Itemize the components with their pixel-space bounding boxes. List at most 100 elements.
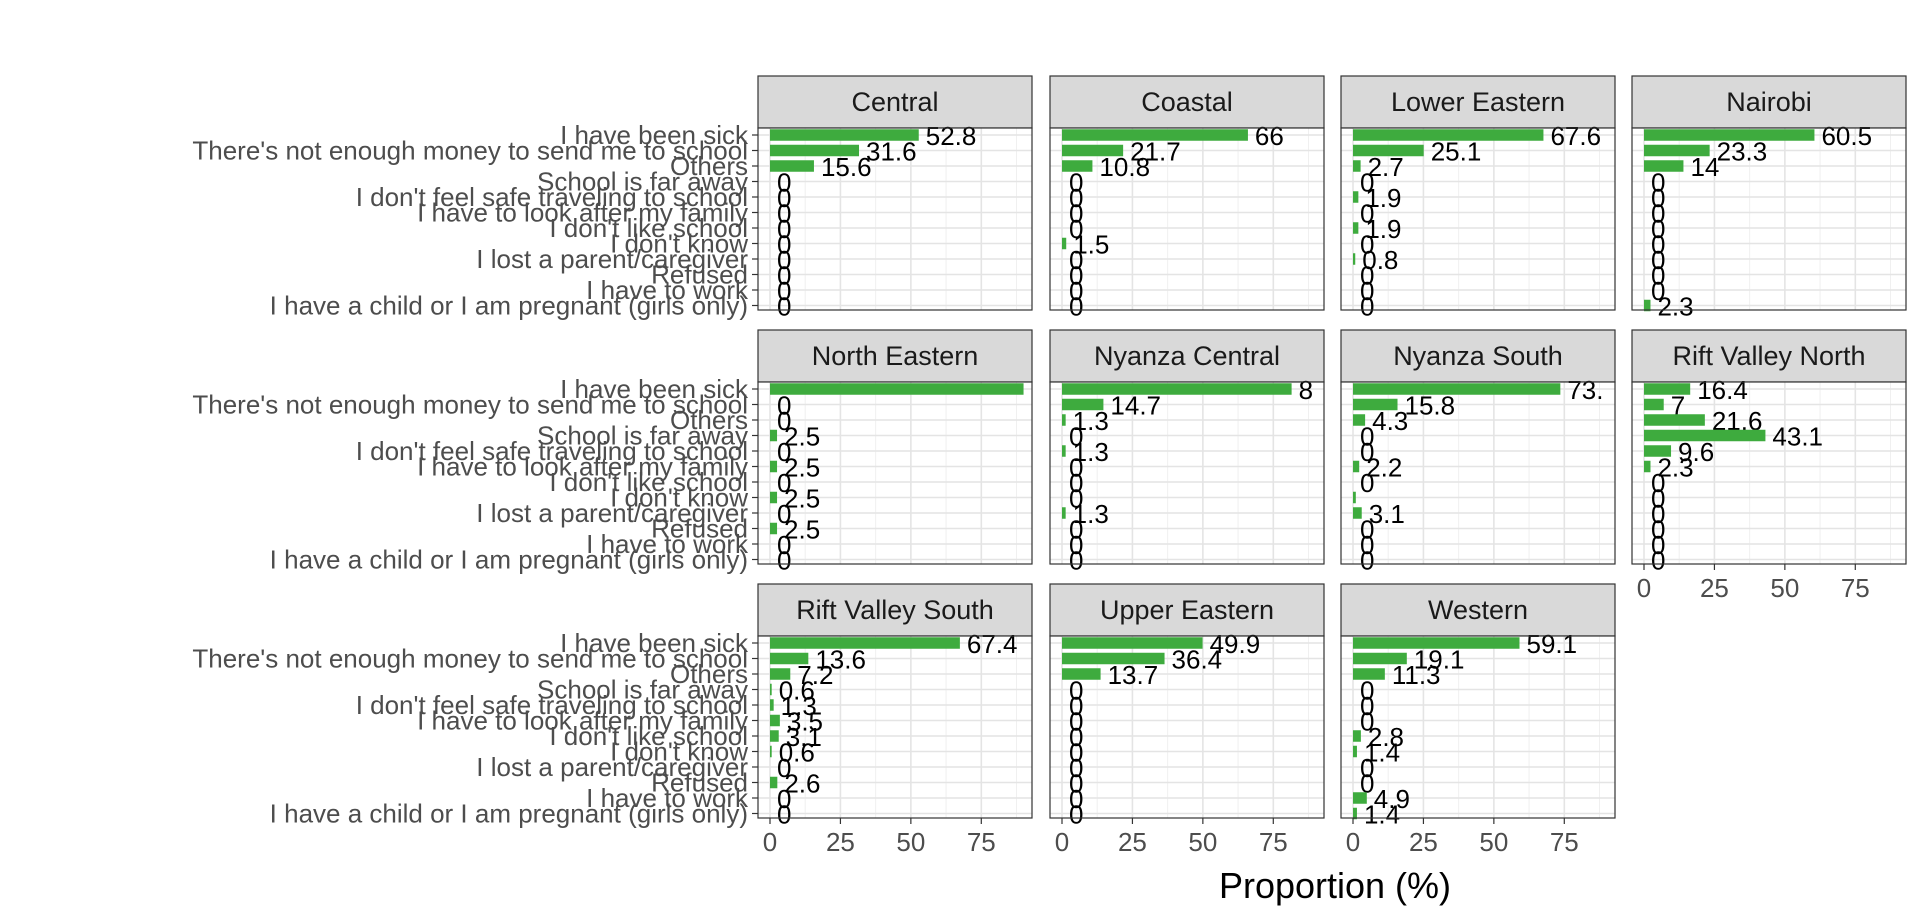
data-label: 0 bbox=[1651, 499, 1665, 529]
x-tick-label: 0 bbox=[1637, 573, 1651, 603]
x-tick-label: 50 bbox=[1188, 827, 1217, 857]
y-tick-label: I don't know bbox=[610, 737, 748, 767]
data-label: 0 bbox=[1651, 183, 1665, 213]
bar bbox=[770, 745, 772, 758]
x-tick-label: 25 bbox=[1409, 827, 1438, 857]
data-label: 7 bbox=[1671, 391, 1685, 421]
y-tick-label: I have a child or I am pregnant (girls o… bbox=[270, 799, 748, 829]
data-label: 49.9 bbox=[1210, 629, 1261, 659]
panel-background bbox=[1050, 128, 1324, 310]
data-label: 0 bbox=[1069, 484, 1083, 514]
panel-border bbox=[757, 635, 1033, 819]
data-label: 0 bbox=[1360, 168, 1374, 198]
data-label: 2.5 bbox=[784, 422, 820, 452]
y-tick-label: I have to work bbox=[586, 783, 749, 813]
data-label: 0 bbox=[1360, 422, 1374, 452]
y-tick-label: I don't feel safe traveling to school bbox=[356, 436, 748, 466]
bar bbox=[1353, 745, 1357, 758]
bar bbox=[1353, 191, 1359, 203]
panel-border bbox=[1049, 635, 1325, 819]
panel-background bbox=[1341, 636, 1615, 818]
y-tick-label: Refused bbox=[651, 768, 748, 798]
bar bbox=[1062, 144, 1124, 157]
bar bbox=[770, 637, 960, 649]
bar bbox=[1353, 652, 1407, 665]
panel-border bbox=[1631, 381, 1907, 565]
data-label: 0 bbox=[1069, 422, 1083, 452]
data-label: 60.5 bbox=[1821, 121, 1872, 151]
bar bbox=[1353, 507, 1362, 519]
facet-strip bbox=[757, 329, 1033, 383]
bar bbox=[1062, 414, 1066, 426]
panel-border bbox=[757, 381, 1033, 565]
bar bbox=[1644, 383, 1691, 395]
bar bbox=[1062, 398, 1104, 411]
y-tick-label: I don't know bbox=[610, 483, 748, 513]
data-label: 3.1 bbox=[786, 722, 822, 752]
data-label: 2.5 bbox=[784, 515, 820, 545]
bar bbox=[1353, 398, 1398, 411]
data-label: 0 bbox=[1360, 276, 1374, 306]
panel-border bbox=[757, 127, 1033, 311]
data-label: 4.9 bbox=[1374, 784, 1410, 814]
bar bbox=[1062, 668, 1101, 680]
data-label: 0.8 bbox=[1362, 245, 1398, 275]
data-label: 13.6 bbox=[815, 645, 866, 675]
data-label: 0 bbox=[1360, 769, 1374, 799]
y-tick-label: I don't like school bbox=[549, 721, 748, 751]
data-label: 0 bbox=[777, 406, 791, 436]
data-label: 0 bbox=[777, 800, 791, 830]
bar bbox=[770, 522, 778, 535]
data-label: 0 bbox=[1651, 468, 1665, 498]
facet-strip-label: Rift Valley North bbox=[1672, 341, 1865, 371]
data-label: 0 bbox=[777, 468, 791, 498]
data-label: 0.6 bbox=[779, 738, 815, 768]
data-label: 16.4 bbox=[1697, 375, 1748, 405]
data-label: 0 bbox=[1069, 546, 1083, 576]
bar bbox=[1644, 299, 1651, 312]
bar bbox=[770, 714, 780, 727]
bar bbox=[1644, 429, 1766, 442]
y-tick-label: I don't feel safe traveling to school bbox=[356, 182, 748, 212]
x-tick-label: 50 bbox=[1770, 573, 1799, 603]
data-label: 0 bbox=[1360, 530, 1374, 560]
data-label: 0 bbox=[1069, 245, 1083, 275]
data-label: 0 bbox=[1360, 707, 1374, 737]
bar bbox=[1062, 652, 1165, 665]
data-label: 14.7 bbox=[1110, 391, 1161, 421]
bar bbox=[770, 652, 809, 665]
bar bbox=[1644, 144, 1710, 157]
panel-background bbox=[758, 636, 1032, 818]
data-label: 0 bbox=[1651, 530, 1665, 560]
y-tick-label: I lost a parent/caregiver bbox=[476, 244, 748, 274]
facet-strip bbox=[1049, 583, 1325, 637]
data-label: 0.6 bbox=[779, 676, 815, 706]
y-tick-label: I don't like school bbox=[549, 467, 748, 497]
data-label: 0 bbox=[1651, 214, 1665, 244]
data-label: 0 bbox=[1069, 168, 1083, 198]
x-tick-label: 0 bbox=[1055, 827, 1069, 857]
data-label: 0 bbox=[1069, 199, 1083, 229]
y-tick-label: Others bbox=[670, 151, 748, 181]
bar bbox=[1062, 507, 1066, 519]
x-tick-label: 50 bbox=[1479, 827, 1508, 857]
bar bbox=[1644, 414, 1705, 426]
data-label: 1.3 bbox=[1073, 406, 1109, 436]
data-label: 2.5 bbox=[784, 484, 820, 514]
data-label: 10.8 bbox=[1099, 152, 1150, 182]
data-label: 0 bbox=[1360, 676, 1374, 706]
y-tick-label: I don't like school bbox=[549, 213, 748, 243]
x-tick-label: 75 bbox=[1259, 827, 1288, 857]
data-label: 9.6 bbox=[1678, 437, 1714, 467]
data-label: 0 bbox=[1069, 753, 1083, 783]
data-label: 0 bbox=[777, 391, 791, 421]
panel-background bbox=[1050, 382, 1324, 564]
data-label: 0 bbox=[1069, 261, 1083, 291]
data-label: 0 bbox=[1360, 546, 1374, 576]
data-label: 0 bbox=[1069, 722, 1083, 752]
panel-background bbox=[1050, 636, 1324, 818]
data-label: 36.4 bbox=[1172, 645, 1223, 675]
data-label: 3.5 bbox=[787, 707, 823, 737]
y-tick-label: Refused bbox=[651, 514, 748, 544]
